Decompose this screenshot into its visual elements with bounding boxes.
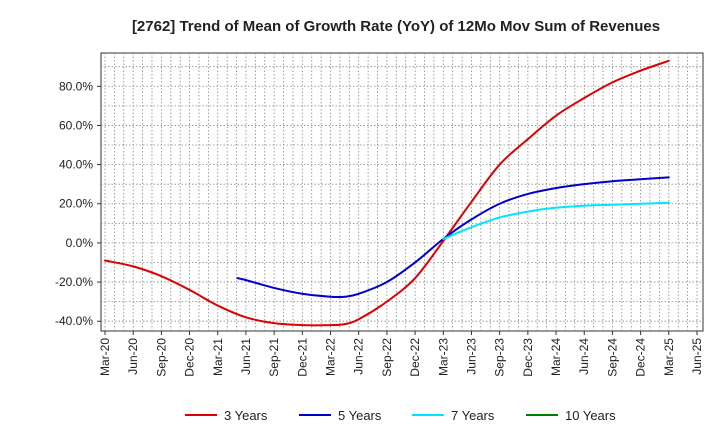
legend-label: 10 Years (565, 408, 616, 423)
x-tick-label: Mar-24 (549, 338, 563, 376)
x-tick-label: Sep-22 (380, 338, 394, 377)
x-tick-label: Jun-24 (577, 338, 591, 375)
y-tick-label: 80.0% (59, 79, 93, 93)
x-tick-label: Dec-20 (183, 338, 197, 377)
x-tick-label: Sep-23 (493, 338, 507, 377)
series-line-5-years (236, 176, 670, 299)
x-tick-label: Sep-21 (267, 338, 281, 377)
chart-title: [2762] Trend of Mean of Growth Rate (YoY… (132, 18, 660, 35)
x-tick-label: Dec-22 (408, 338, 422, 377)
x-tick-label: Jun-22 (352, 338, 366, 375)
x-tick-label: Mar-22 (324, 338, 338, 376)
x-tick-label: Mar-25 (662, 338, 676, 376)
legend-label: 3 Years (224, 408, 268, 423)
x-tick-label: Mar-21 (211, 338, 225, 376)
x-tick-label: Jun-21 (239, 338, 253, 375)
x-tick-label: Dec-21 (295, 338, 309, 377)
y-tick-label: 0.0% (66, 236, 94, 250)
series-line-7-years (442, 201, 670, 240)
x-tick-label: Dec-23 (521, 338, 535, 377)
y-tick-label: 20.0% (59, 197, 93, 211)
x-tick-label: Mar-23 (436, 338, 450, 376)
y-tick-label: 40.0% (59, 158, 93, 172)
x-tick-label: Jun-25 (690, 338, 704, 375)
x-tick-label: Sep-24 (605, 338, 619, 377)
y-tick-label: -20.0% (55, 275, 93, 289)
x-tick-label: Jun-20 (126, 338, 140, 375)
legend-label: 5 Years (338, 408, 382, 423)
y-axis: -40.0% -20.0% 0.0% 20.0% 40.0% 60.0% 80.0% (55, 79, 101, 328)
x-tick-label: Mar-20 (98, 338, 112, 376)
series-line-3-years (104, 59, 670, 327)
x-tick-label: Sep-20 (154, 338, 168, 377)
legend: 3 Years 5 Years 7 Years 10 Years (185, 408, 616, 423)
legend-label: 7 Years (451, 408, 495, 423)
x-tick-label: Dec-24 (634, 338, 648, 377)
series-lines (104, 59, 670, 327)
grid-lines (101, 53, 703, 331)
x-tick-label: Jun-23 (464, 338, 478, 375)
y-tick-label: -40.0% (55, 314, 93, 328)
x-axis: Mar-20 Jun-20 Sep-20 Dec-20 Mar-21 Jun-21 Sep-… (98, 331, 704, 377)
y-tick-label: 60.0% (59, 118, 93, 132)
